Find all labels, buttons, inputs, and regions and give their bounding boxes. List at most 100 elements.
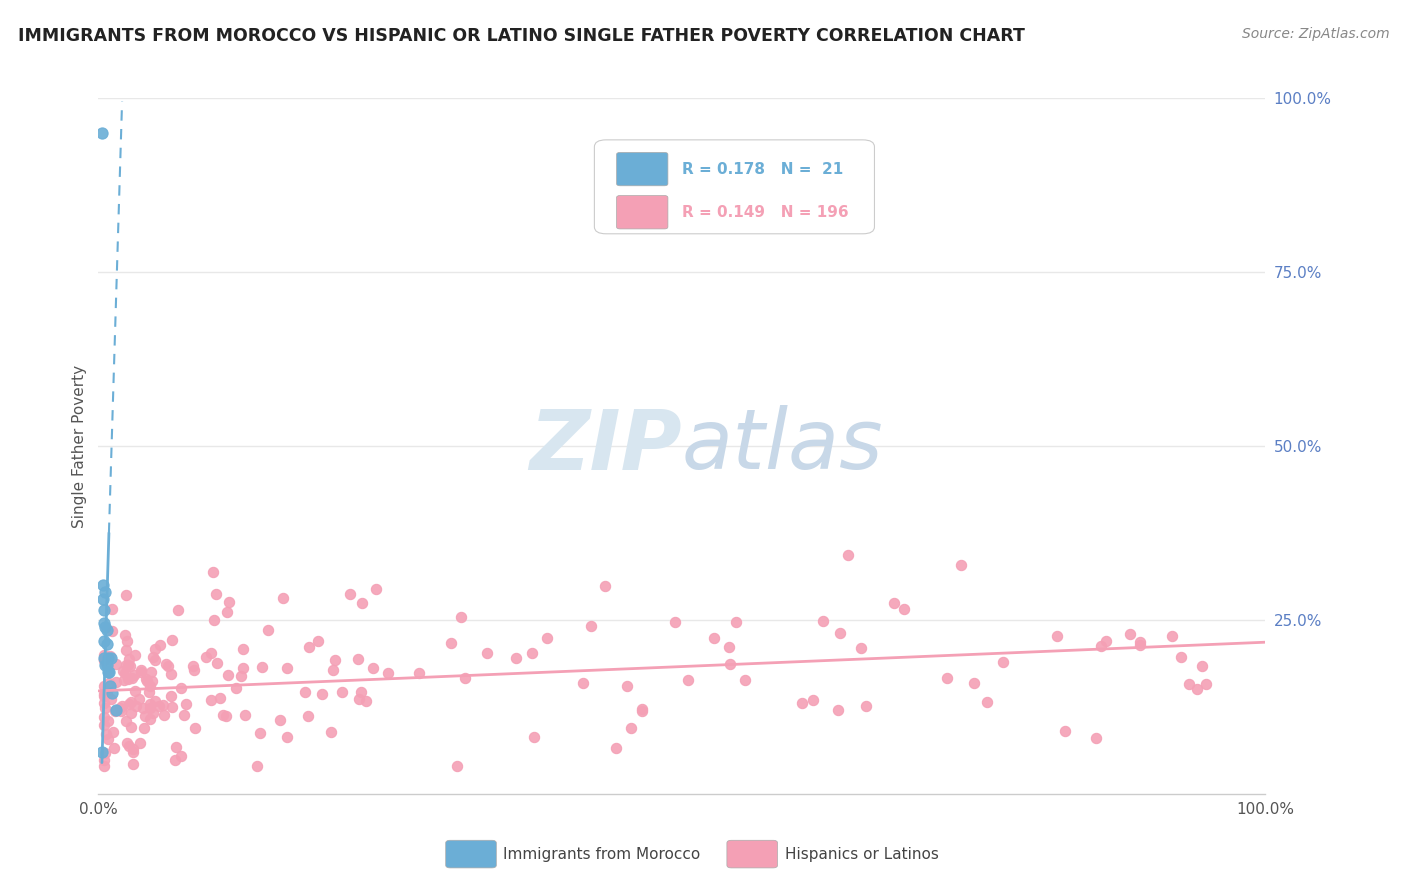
Text: IMMIGRANTS FROM MOROCCO VS HISPANIC OR LATINO SINGLE FATHER POVERTY CORRELATION : IMMIGRANTS FROM MOROCCO VS HISPANIC OR L… <box>18 27 1025 45</box>
Point <box>160 666 183 681</box>
Point <box>167 603 190 617</box>
Point <box>294 685 316 699</box>
Point <box>143 694 166 708</box>
Point <box>108 701 131 715</box>
Point <box>801 693 824 707</box>
Point <box>231 669 253 683</box>
Point <box>246 759 269 773</box>
Point <box>97 714 120 728</box>
Point <box>90 126 112 140</box>
Point <box>160 689 183 703</box>
Point <box>122 756 145 771</box>
Point <box>664 615 686 629</box>
Point <box>122 745 145 759</box>
Point <box>98 676 121 690</box>
Point <box>446 759 468 773</box>
Point <box>93 651 115 665</box>
Point <box>96 687 118 701</box>
Point <box>1046 629 1069 643</box>
Point <box>523 730 546 744</box>
Point <box>114 628 136 642</box>
Point <box>120 659 142 673</box>
Point <box>115 588 138 602</box>
Point <box>828 626 851 640</box>
Point <box>202 613 225 627</box>
Point <box>93 652 115 666</box>
Point <box>112 673 135 687</box>
Point <box>138 712 160 726</box>
Point <box>200 646 222 660</box>
Point <box>724 615 747 630</box>
Point <box>717 640 740 655</box>
Point <box>962 676 984 690</box>
Point <box>120 720 142 734</box>
Point <box>93 690 115 704</box>
Point <box>142 706 165 721</box>
Point <box>1170 649 1192 664</box>
Point <box>93 710 115 724</box>
Point <box>1094 634 1116 648</box>
Point <box>174 698 197 712</box>
Point <box>160 633 183 648</box>
Point <box>454 671 477 685</box>
Point <box>217 668 239 682</box>
Point <box>678 673 700 688</box>
Point <box>93 701 115 715</box>
Point <box>204 587 226 601</box>
Point <box>631 702 654 716</box>
Point <box>120 706 142 721</box>
Point <box>148 698 170 713</box>
Point <box>1090 640 1112 654</box>
Point <box>620 721 643 735</box>
Point <box>1185 681 1208 696</box>
Point <box>232 642 254 657</box>
Point <box>323 653 346 667</box>
Point <box>124 648 146 662</box>
Point <box>1161 629 1184 643</box>
FancyBboxPatch shape <box>617 153 668 186</box>
Point <box>93 753 115 767</box>
Point <box>97 651 120 665</box>
Point <box>135 674 157 689</box>
Point <box>319 724 342 739</box>
Point <box>361 661 384 675</box>
Text: R = 0.178   N =  21: R = 0.178 N = 21 <box>682 161 844 177</box>
Point <box>1085 731 1108 746</box>
Point <box>1129 635 1152 649</box>
Point <box>138 685 160 699</box>
Point <box>1191 659 1213 673</box>
Point <box>91 578 114 592</box>
Point <box>1053 723 1076 738</box>
Point <box>170 748 193 763</box>
Point <box>194 650 217 665</box>
Point <box>90 745 112 759</box>
Point <box>94 658 117 673</box>
Point <box>122 742 145 756</box>
Point <box>616 679 638 693</box>
Point <box>141 673 163 688</box>
Point <box>94 746 117 760</box>
Point <box>96 637 118 651</box>
Point <box>93 633 115 648</box>
Point <box>139 679 162 693</box>
Point <box>98 679 121 693</box>
Point <box>117 672 139 686</box>
Point <box>201 566 224 580</box>
Point <box>111 698 134 713</box>
Text: ZIP: ZIP <box>529 406 682 486</box>
Point <box>350 596 373 610</box>
Point <box>218 595 240 609</box>
Point <box>96 727 118 741</box>
Point <box>132 721 155 735</box>
Point <box>124 683 146 698</box>
Point <box>949 558 972 572</box>
Point <box>165 739 187 754</box>
Point <box>893 602 915 616</box>
Point <box>105 675 128 690</box>
Point <box>232 661 254 675</box>
Point <box>170 681 193 695</box>
Point <box>120 695 142 709</box>
Point <box>97 665 120 680</box>
Point <box>129 664 152 678</box>
Point <box>114 666 136 681</box>
